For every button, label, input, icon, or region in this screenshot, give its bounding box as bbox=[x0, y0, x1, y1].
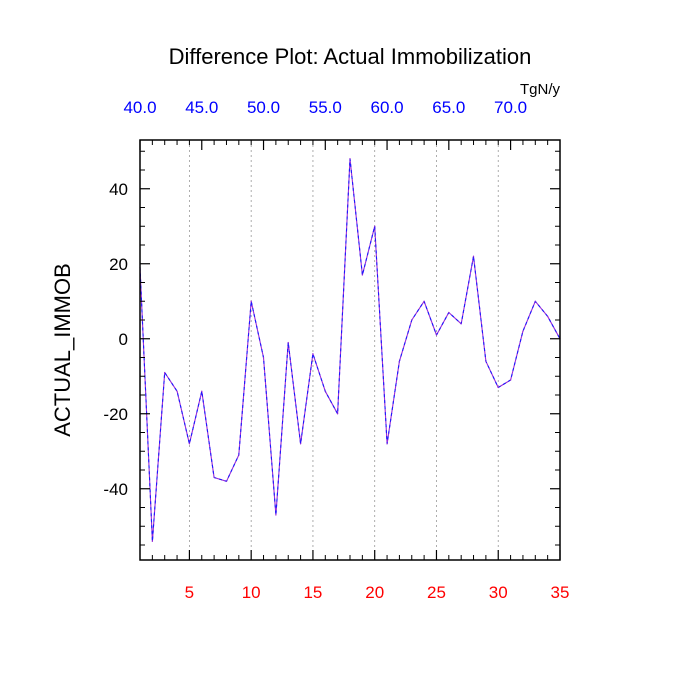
y-tick-label-0: 0 bbox=[119, 330, 128, 349]
x-tick-label-15: 15 bbox=[303, 583, 322, 602]
series-layer bbox=[139, 158, 561, 542]
y-axis-label: ACTUAL_IMMOB bbox=[50, 263, 75, 437]
data-point-13 bbox=[287, 341, 289, 344]
top-tick-label-4: 60.0 bbox=[371, 98, 404, 117]
data-point-30 bbox=[497, 386, 499, 389]
data-point-24 bbox=[423, 300, 425, 302]
axis-ticks bbox=[139, 140, 561, 560]
top-tick-label-6: 70.0 bbox=[494, 98, 527, 117]
data-point-28 bbox=[472, 255, 475, 257]
x-tick-label-30: 30 bbox=[489, 583, 508, 602]
x-tick-label-20: 20 bbox=[365, 583, 384, 602]
data-point-32 bbox=[522, 330, 524, 332]
data-point-3 bbox=[164, 371, 166, 374]
data-point-33 bbox=[534, 300, 536, 302]
data-point-14 bbox=[299, 443, 302, 445]
top-tick-label-5: 65.0 bbox=[432, 98, 465, 117]
grid-lines bbox=[189, 140, 499, 560]
data-point-25 bbox=[435, 334, 438, 336]
data-point-21 bbox=[386, 443, 388, 445]
data-point-5 bbox=[188, 443, 191, 445]
data-point-12 bbox=[275, 514, 277, 516]
data-point-9 bbox=[238, 454, 240, 456]
data-point-23 bbox=[411, 319, 413, 321]
data-point-11 bbox=[262, 356, 265, 359]
top-tick-label-2: 50.0 bbox=[247, 98, 280, 117]
data-point-17 bbox=[337, 413, 339, 415]
data-point-2 bbox=[151, 540, 153, 542]
data-point-16 bbox=[324, 390, 326, 392]
y-tick-label--20: -20 bbox=[103, 405, 128, 424]
x-tick-label-25: 25 bbox=[427, 583, 446, 602]
data-point-7 bbox=[213, 476, 215, 479]
data-point-31 bbox=[509, 379, 512, 381]
chart-title: Difference Plot: Actual Immobilization bbox=[169, 44, 532, 69]
data-point-26 bbox=[448, 311, 450, 314]
series-line-dashed-difference bbox=[139, 158, 561, 542]
top-tick-label-1: 45.0 bbox=[185, 98, 218, 117]
data-point-8 bbox=[225, 480, 228, 482]
data-point-27 bbox=[460, 323, 462, 325]
x-tick-label-35: 35 bbox=[551, 583, 570, 602]
y-tick-label--40: -40 bbox=[103, 480, 128, 499]
series-line-difference bbox=[139, 158, 561, 542]
data-point-34 bbox=[547, 315, 549, 317]
data-point-22 bbox=[398, 360, 401, 362]
top-axis-units: TgN/y bbox=[520, 81, 561, 98]
y-tick-label-20: 20 bbox=[109, 255, 128, 274]
top-tick-label-3: 55.0 bbox=[309, 98, 342, 117]
top-tick-label-0: 40.0 bbox=[123, 98, 156, 117]
data-point-29 bbox=[485, 360, 487, 362]
data-point-15 bbox=[312, 353, 314, 355]
plot-frame bbox=[139, 139, 561, 561]
data-point-10 bbox=[250, 300, 252, 302]
y-tick-label-40: 40 bbox=[109, 180, 128, 199]
x-tick-label-5: 5 bbox=[185, 583, 194, 602]
data-point-18 bbox=[349, 158, 351, 160]
data-point-6 bbox=[201, 390, 203, 392]
tick-labels: 5 10 15 20 25 30 35 40.0 45.0 50.0 55.0 60.0 65.0 70.… bbox=[103, 98, 569, 602]
x-tick-label-10: 10 bbox=[242, 583, 261, 602]
data-point-4 bbox=[176, 390, 178, 392]
data-point-20 bbox=[374, 225, 376, 227]
data-point-19 bbox=[361, 274, 363, 276]
